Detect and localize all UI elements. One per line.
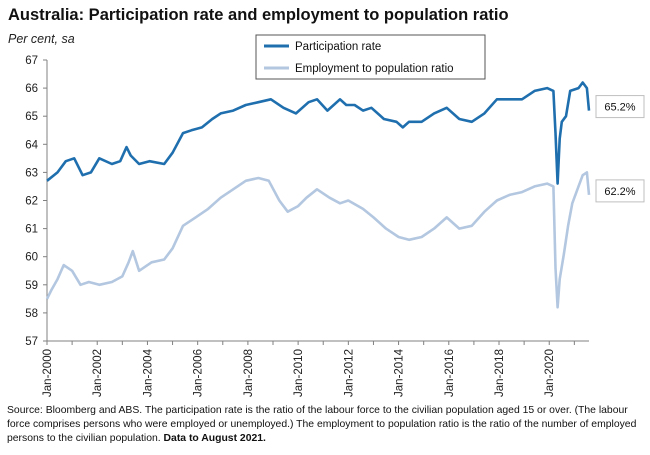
x-tick-label: Jan-2006 (193, 349, 205, 397)
y-tick-label: 62 (25, 196, 38, 208)
y-tick-label: 58 (25, 308, 38, 320)
end-label-value: 62.2% (604, 186, 635, 198)
legend-label: Employment to population ratio (295, 63, 454, 75)
chart-title: Australia: Participation rate and employ… (8, 6, 509, 24)
chart-series (45, 81, 591, 309)
legend-label: Participation rate (295, 41, 381, 53)
x-tick-label: Jan-2002 (92, 349, 104, 397)
y-tick-label: 66 (25, 83, 38, 95)
source-note: Source: Bloomberg and ABS. The participa… (7, 404, 645, 446)
y-tick-label: 57 (25, 336, 38, 348)
y-tick-label: 64 (25, 139, 38, 151)
end-labels: 65.2% 62.2% (595, 95, 645, 203)
end-label-box (595, 95, 645, 119)
line-chart: 57 58 59 60 61 62 63 64 65 66 67 Jan-2000 Jan-2002 Ja… (25, 34, 645, 397)
y-tick-label: 67 (25, 55, 38, 67)
x-tick-label: Jan-2014 (394, 348, 406, 397)
end-label-box (595, 179, 645, 203)
x-tick-label: Jan-2020 (544, 349, 556, 397)
y-tick-label: 60 (25, 252, 38, 264)
x-tick-label: Jan-2018 (494, 349, 506, 397)
x-tick-label: Jan-2010 (293, 349, 305, 397)
x-tick-label: Jan-2012 (343, 349, 355, 397)
y-tick-label: 61 (25, 224, 38, 236)
y-tick-label: 65 (25, 111, 38, 123)
chart-legend: Participation rate Employment to populati… (255, 34, 486, 80)
legend-item-participation-rate: Participation rate (264, 41, 381, 53)
end-label-employment-to-population-ratio: 62.2% (595, 179, 645, 203)
legend-item-employment-to-population-ratio: Employment to population ratio (264, 63, 454, 75)
x-tick-label: Jan-2000 (42, 349, 54, 397)
source-text: Source: Bloomberg and ABS. The participa… (7, 405, 637, 444)
series-line-participation-rate (46, 81, 591, 185)
source-data-date: Data to August 2021. (163, 433, 266, 444)
end-label-value: 65.2% (604, 102, 635, 114)
y-tick-label: 59 (25, 280, 38, 292)
x-tick-label: Jan-2008 (243, 349, 255, 397)
x-tick-label: Jan-2004 (142, 348, 154, 397)
end-label-participation-rate: 65.2% (595, 95, 645, 119)
y-tick-label: 63 (25, 167, 38, 179)
x-tick-label: Jan-2016 (444, 349, 456, 397)
legend-box (255, 34, 486, 80)
series-line-employment-to-population-ratio (45, 171, 591, 309)
chart-axes: 57 58 59 60 61 62 63 64 65 66 67 Jan-2000 Jan-2002 Ja… (25, 55, 589, 397)
y-axis-unit-label: Per cent, sa (8, 32, 75, 46)
